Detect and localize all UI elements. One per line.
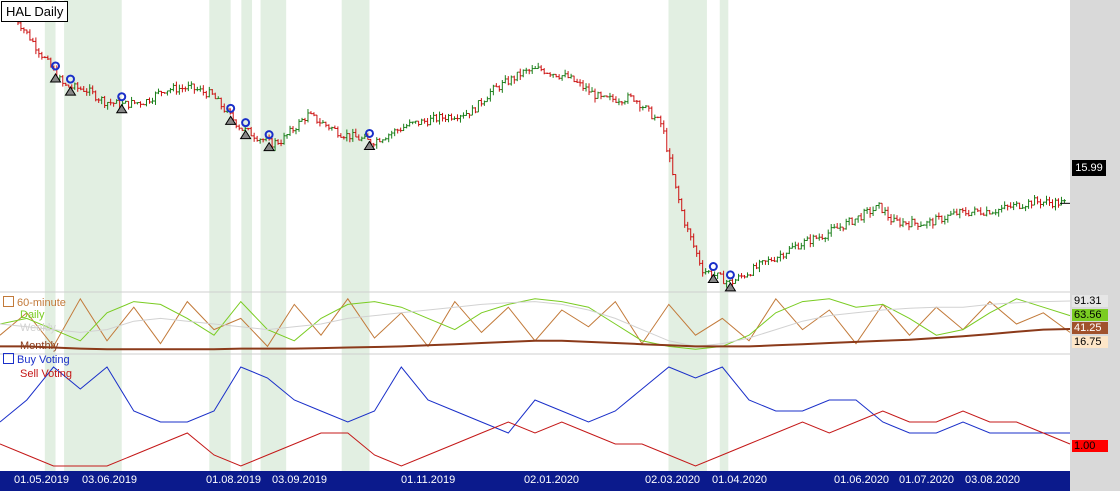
- legend-label-daily: Daily: [20, 309, 45, 321]
- weekly-value-badge: 91.31: [1072, 295, 1108, 307]
- buy-signal-marker: [264, 130, 274, 140]
- legend-label-weekly: Weekly: [20, 322, 56, 334]
- buy-signal-triangle: [263, 141, 276, 152]
- price-scale-panel: [1070, 0, 1120, 471]
- 60-minute-value-badge: 41.25: [1072, 322, 1108, 334]
- shaded-range: [719, 0, 729, 471]
- chart-title: HAL Daily: [1, 1, 69, 22]
- buy-signal-marker: [65, 74, 75, 84]
- buy-signal-triangle: [224, 115, 237, 125]
- x-tick-label: 03.06.2019: [82, 474, 138, 486]
- shaded-range: [209, 0, 231, 471]
- x-tick-label: 02.01.2020: [524, 474, 580, 486]
- daily-value-badge: 63.56: [1072, 309, 1108, 321]
- x-tick-label: 02.03.2020: [645, 474, 701, 486]
- buy-signal-triangle: [724, 281, 737, 292]
- buy-signal-marker: [226, 103, 236, 113]
- legend-label-60-minute: 60-minute: [17, 297, 66, 309]
- legend-monthly[interactable]: Monthly: [20, 340, 59, 352]
- buy-signal-marker: [241, 118, 251, 128]
- monthly-value-badge: 16.75: [1072, 336, 1108, 348]
- buy-signal-triangle: [239, 129, 252, 140]
- legend-label-monthly: Monthly: [20, 340, 59, 352]
- legend-label-sell-voting: Sell Voting: [20, 368, 72, 380]
- voting-line-sell-voting: [0, 410, 1071, 467]
- x-tick-label: 03.09.2019: [272, 474, 328, 486]
- x-tick-label: 01.11.2019: [401, 474, 456, 486]
- legend-buy-voting[interactable]: Buy Voting: [3, 353, 70, 366]
- x-tick-label: 01.06.2020: [834, 474, 890, 486]
- shaded-range: [64, 0, 122, 471]
- shaded-range: [260, 0, 287, 471]
- x-tick-label: 01.07.2020: [899, 474, 955, 486]
- legend-label-buy-voting: Buy Voting: [17, 354, 70, 366]
- buy-signal-triangle: [115, 103, 128, 114]
- x-tick-label: 01.04.2020: [712, 474, 768, 486]
- legend-60-minute[interactable]: 60-minute: [3, 296, 66, 309]
- buy-signal-triangle: [707, 273, 720, 284]
- buy-signal-triangle: [64, 86, 77, 96]
- shaded-range: [241, 0, 253, 471]
- x-axis: 01.05.2019 03.06.2019 01.08.2019 03.09.2…: [0, 471, 1070, 491]
- legend-swatch-buy-voting: [3, 353, 14, 364]
- last-price-badge: 15.99: [1072, 160, 1106, 176]
- buy-signal-marker: [725, 270, 735, 280]
- buy-signal-marker: [708, 262, 718, 272]
- shaded-range: [44, 0, 56, 471]
- price-scale-corner: [1070, 471, 1120, 491]
- legend-weekly[interactable]: Weekly: [20, 322, 56, 334]
- oscillator-line-monthly: [0, 328, 1071, 351]
- shaded-range: [668, 0, 707, 471]
- legend-sell-voting[interactable]: Sell Voting: [20, 368, 72, 380]
- shaded-range: [341, 0, 370, 471]
- buy-signal-marker: [117, 92, 127, 102]
- legend-daily[interactable]: Daily: [20, 309, 44, 321]
- x-tick-label: 01.05.2019: [14, 474, 70, 486]
- buy-signal-triangle: [49, 73, 62, 83]
- voting-line-buy-voting: [0, 366, 1070, 434]
- buy-signal-marker: [364, 128, 374, 138]
- oscillator-line-weekly: [0, 300, 1071, 347]
- x-tick-label: 01.08.2019: [206, 474, 262, 486]
- buy-signal-triangle: [363, 140, 376, 150]
- legend-swatch-60-minute: [3, 296, 14, 307]
- buy-signal-marker: [51, 61, 61, 71]
- sell-voting-value-badge: 1.00: [1072, 440, 1108, 452]
- x-tick-label: 03.08.2020: [965, 474, 1021, 486]
